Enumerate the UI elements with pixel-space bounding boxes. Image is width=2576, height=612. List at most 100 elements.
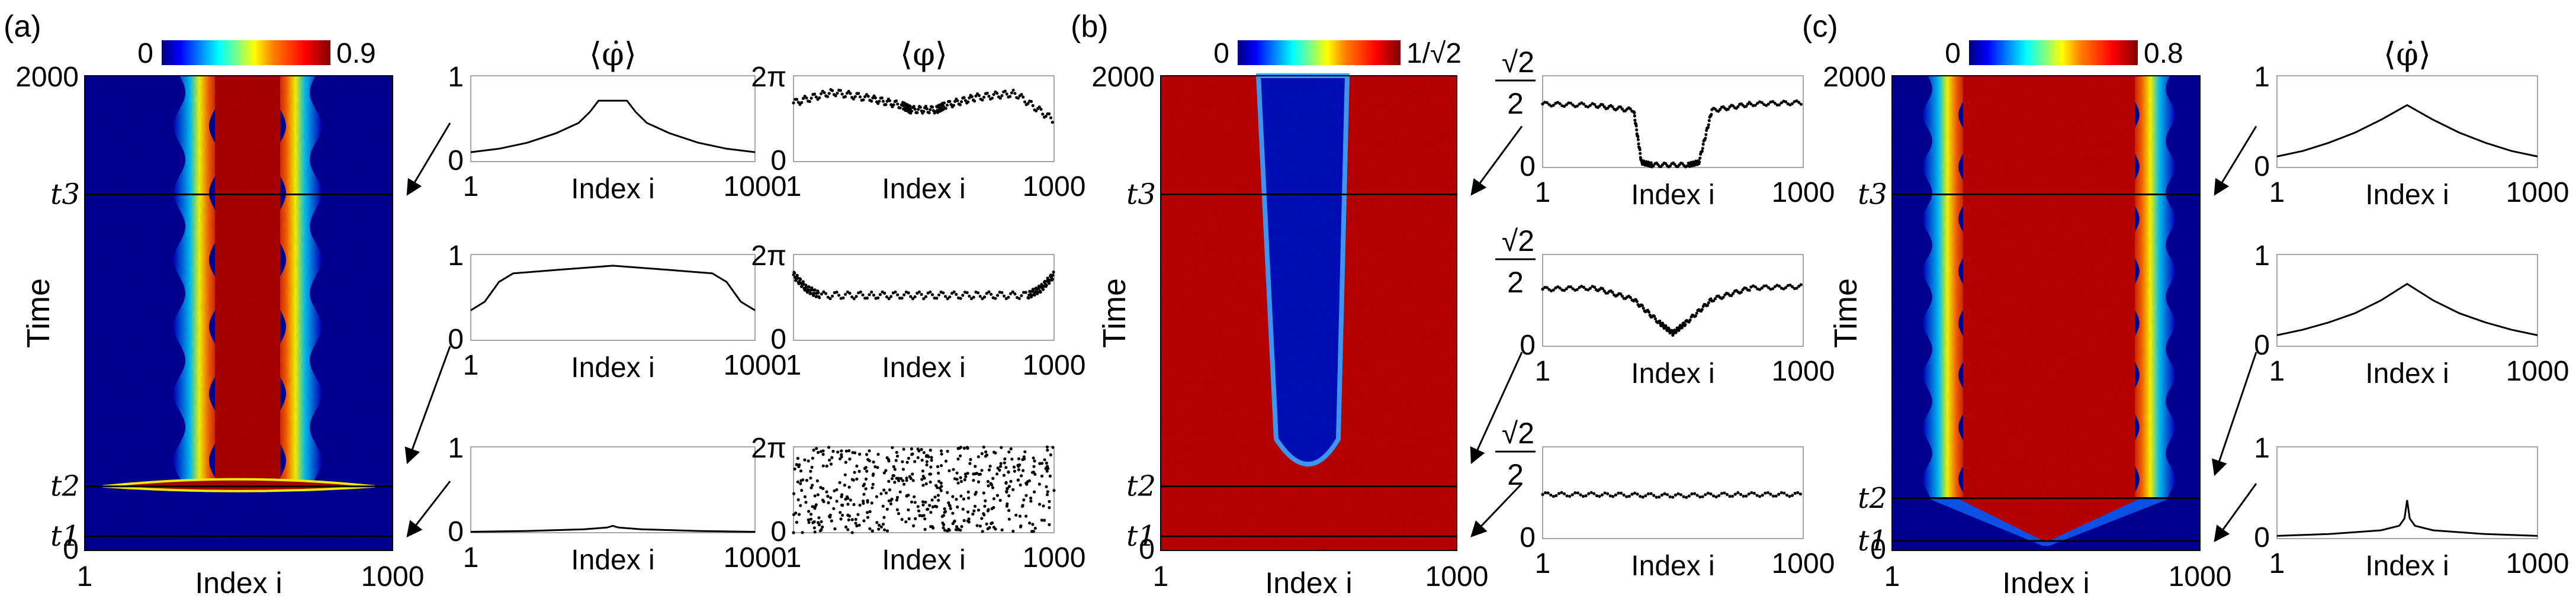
scatter-point xyxy=(910,477,913,480)
scatter-point xyxy=(1688,494,1691,497)
scatter-point xyxy=(1682,495,1685,498)
x-tick-max: 1000 xyxy=(1772,177,1835,208)
scatter-point xyxy=(942,291,945,294)
scatter-point xyxy=(980,469,983,472)
inset-x-label: Index i xyxy=(1631,358,1714,389)
connector-arrow xyxy=(2215,352,2256,475)
heatmap xyxy=(1161,76,1457,550)
scatter-point xyxy=(987,484,990,487)
scatter-point xyxy=(1022,469,1024,472)
y-axis-label: Time xyxy=(1097,278,1132,348)
scatter-point xyxy=(882,100,885,103)
scatter-point xyxy=(817,451,820,454)
scatter-point xyxy=(810,518,812,521)
scatter-point xyxy=(819,486,822,489)
scatter-point xyxy=(1014,514,1017,517)
scatter-point xyxy=(1625,495,1628,498)
scatter-point xyxy=(1032,104,1035,107)
scatter-point xyxy=(1032,456,1035,459)
scatter-point xyxy=(792,101,795,104)
scatter-point xyxy=(1715,495,1718,498)
scatter-point xyxy=(799,469,802,472)
connector-arrow xyxy=(1472,484,1522,536)
scatter-point xyxy=(855,518,857,521)
scatter-point xyxy=(821,499,824,502)
scatter-point xyxy=(946,104,949,107)
y-tick-max: 2000 xyxy=(1823,62,1886,93)
scatter-point xyxy=(1048,506,1051,509)
scatter-point xyxy=(992,506,995,509)
scatter-point xyxy=(1033,294,1036,297)
scatter-point xyxy=(936,465,939,468)
connector-arrow xyxy=(1472,126,1522,194)
scatter-point xyxy=(908,105,911,108)
scatter-point xyxy=(910,447,913,450)
scatter-point xyxy=(855,295,857,298)
scatter-point xyxy=(815,503,818,506)
scatter-point xyxy=(883,529,886,532)
scatter-point xyxy=(1544,491,1547,494)
inset-title: ⟨φ̇⟩ xyxy=(589,36,637,73)
scatter-point xyxy=(828,516,831,518)
scatter-point xyxy=(946,529,949,532)
scatter-point xyxy=(918,291,921,294)
inset-6: 2π01 1000Index i xyxy=(751,433,1085,576)
scatter-point xyxy=(1633,119,1636,122)
scatter-point xyxy=(1030,100,1033,103)
scatter-point xyxy=(796,274,799,277)
scatter-point xyxy=(1041,112,1044,115)
scatter-point xyxy=(894,291,897,294)
colorbar-max: 0.9 xyxy=(336,38,376,69)
time-marker-label: t3 xyxy=(1126,178,1156,211)
scatter-point xyxy=(959,476,962,479)
y-tick-max: 2000 xyxy=(1091,62,1155,93)
y-tick-min: 0 xyxy=(770,324,786,355)
scatter-point xyxy=(849,92,852,95)
scatter-point xyxy=(869,510,872,513)
scatter-point xyxy=(905,479,908,482)
scatter-point xyxy=(847,449,850,452)
scatter-point xyxy=(873,465,876,468)
scatter-point xyxy=(859,95,862,98)
scatter-point xyxy=(1042,288,1045,291)
colorbar xyxy=(1969,40,2138,65)
inset-3: 101 1000Index i xyxy=(2254,433,2569,582)
scatter-point xyxy=(1576,491,1579,494)
scatter-point xyxy=(841,92,844,95)
scatter-point xyxy=(839,481,841,484)
scatter-point xyxy=(891,474,894,477)
scatter-point xyxy=(962,508,965,511)
scatter-point xyxy=(1049,475,1052,478)
heatmap-grain xyxy=(1892,76,2200,550)
scatter-point xyxy=(981,98,984,101)
scatter-point xyxy=(987,510,990,513)
scatter-point xyxy=(1007,296,1010,299)
scatter-point xyxy=(881,96,884,99)
scatter-point xyxy=(933,495,936,498)
y-tick-den: 2 xyxy=(1507,87,1524,120)
scatter-point xyxy=(926,460,929,463)
scatter-point xyxy=(799,278,802,281)
scatter-point xyxy=(981,530,984,533)
scatter-point xyxy=(846,528,849,531)
scatter-point xyxy=(820,520,823,523)
scatter-point xyxy=(1043,519,1046,522)
scatter-point xyxy=(960,525,963,528)
scatter-point xyxy=(870,99,873,102)
scatter-point xyxy=(814,530,817,533)
scatter-point xyxy=(797,498,800,501)
scatter-point xyxy=(1611,495,1614,498)
scatter-point xyxy=(865,487,868,490)
scatter-point xyxy=(793,272,796,275)
scatter-point xyxy=(1641,304,1644,307)
scatter-point xyxy=(929,511,932,514)
scatter-point xyxy=(1630,492,1633,495)
x-tick-min: 1 xyxy=(2269,356,2285,387)
scatter-point xyxy=(1552,495,1555,498)
scatter-point xyxy=(947,469,950,472)
scatter-point xyxy=(993,497,995,500)
heatmap xyxy=(85,76,393,550)
scatter-point xyxy=(1669,495,1672,498)
scatter-point xyxy=(861,294,864,297)
scatter-point xyxy=(901,518,904,521)
